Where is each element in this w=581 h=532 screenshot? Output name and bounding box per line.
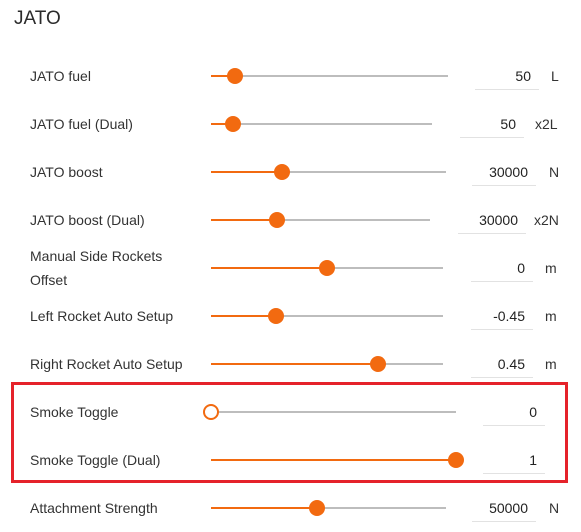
setting-row-attachment-strength: Attachment Strength 50000 N — [0, 484, 581, 532]
slider-thumb[interactable] — [370, 356, 387, 372]
setting-row-jato-boost-dual: JATO boost (Dual) 30000 x2N — [0, 196, 581, 244]
slider-fill — [211, 123, 234, 125]
unit-label: N — [549, 500, 560, 516]
slider-fill — [211, 267, 327, 269]
highlight-box — [11, 382, 568, 483]
setting-label: Right Rocket Auto Setup — [30, 356, 183, 372]
jato-fuel-input[interactable]: 50 — [475, 64, 539, 90]
setting-label: Smoke Toggle — [30, 404, 119, 420]
slider-thumb[interactable] — [448, 452, 464, 468]
unit-label: L — [551, 68, 559, 84]
unit-label: N — [549, 164, 560, 180]
setting-label: Smoke Toggle (Dual) — [30, 452, 161, 468]
right-rocket-auto-setup-input[interactable]: 0.45 — [471, 352, 533, 378]
setting-label-line-1: Manual Side Rockets — [30, 248, 163, 264]
jato-boost-slider[interactable] — [211, 164, 446, 180]
slider-thumb[interactable] — [226, 68, 243, 84]
slider-fill — [211, 219, 277, 221]
jato-fuel-dual-input[interactable]: 50 — [460, 112, 524, 138]
setting-row-left-rocket-auto-setup: Left Rocket Auto Setup -0.45 m — [0, 292, 581, 340]
slider-fill — [211, 171, 282, 173]
slider-thumb[interactable] — [267, 308, 284, 324]
left-rocket-auto-setup-input[interactable]: -0.45 — [471, 304, 533, 330]
setting-label: JATO fuel — [30, 68, 91, 84]
unit-label: m — [545, 308, 557, 324]
slider-thumb[interactable] — [319, 260, 335, 276]
slider-fill — [211, 459, 456, 461]
smoke-toggle-input[interactable]: 0 — [483, 400, 545, 426]
setting-label: JATO boost — [30, 164, 103, 180]
jato-boost-input[interactable]: 30000 — [472, 160, 536, 186]
setting-row-right-rocket-auto-setup: Right Rocket Auto Setup 0.45 m — [0, 340, 581, 388]
setting-label: Attachment Strength — [30, 500, 158, 516]
setting-label: JATO fuel (Dual) — [30, 116, 133, 132]
unit-label: x2L — [535, 116, 558, 132]
setting-row-jato-fuel: JATO fuel 50 L — [0, 52, 581, 100]
slider-thumb[interactable] — [268, 212, 285, 228]
manual-side-rockets-offset-input[interactable]: 0 — [471, 256, 533, 282]
right-rocket-auto-setup-slider[interactable] — [211, 356, 443, 372]
manual-side-rockets-offset-slider[interactable] — [211, 260, 443, 276]
setting-label-line-2: Offset — [30, 272, 68, 288]
setting-row-smoke-toggle-dual: Smoke Toggle (Dual) 1 — [0, 436, 581, 484]
left-rocket-auto-setup-slider[interactable] — [211, 308, 443, 324]
attachment-strength-slider[interactable] — [211, 500, 446, 516]
slider-fill — [211, 75, 235, 77]
setting-label: Left Rocket Auto Setup — [30, 308, 174, 324]
section-title: JATO — [14, 8, 61, 29]
jato-boost-dual-slider[interactable] — [211, 212, 430, 228]
jato-fuel-dual-slider[interactable] — [211, 116, 432, 132]
smoke-toggle-slider[interactable] — [203, 404, 456, 420]
setting-row-jato-fuel-dual: JATO fuel (Dual) 50 x2L — [0, 100, 581, 148]
smoke-toggle-dual-input[interactable]: 1 — [483, 448, 545, 474]
setting-row-jato-boost: JATO boost 30000 N — [0, 148, 581, 196]
slider-fill — [211, 315, 276, 317]
setting-row-manual-side-rockets-offset: Manual Side Rockets Offset 0 m — [0, 244, 581, 292]
slider-thumb[interactable] — [225, 116, 242, 132]
unit-label: m — [545, 260, 557, 276]
slider-fill — [211, 507, 317, 509]
slider-thumb[interactable] — [203, 404, 219, 420]
setting-row-smoke-toggle: Smoke Toggle 0 — [0, 388, 581, 436]
slider-thumb[interactable] — [308, 500, 325, 516]
setting-label: JATO boost (Dual) — [30, 212, 145, 228]
slider-fill — [211, 363, 379, 365]
jato-fuel-slider[interactable] — [211, 68, 448, 84]
jato-boost-dual-input[interactable]: 30000 — [458, 208, 526, 234]
smoke-toggle-dual-slider[interactable] — [211, 452, 464, 468]
unit-label: x2N — [534, 212, 559, 228]
unit-label: m — [545, 356, 557, 372]
attachment-strength-input[interactable]: 50000 — [472, 496, 536, 522]
slider-thumb[interactable] — [273, 164, 290, 180]
